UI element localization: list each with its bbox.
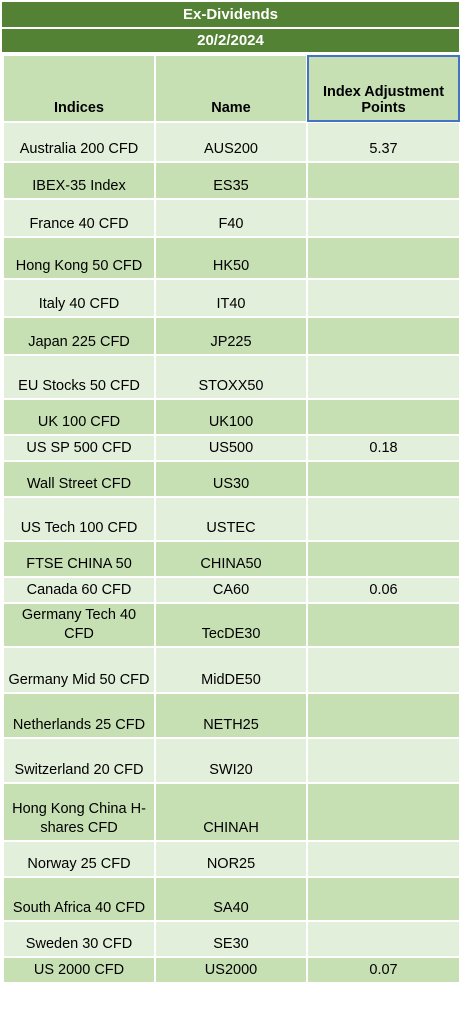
table-row: France 40 CFD F40 <box>2 198 461 238</box>
table-row: South Africa 40 CFD SA40 <box>2 876 461 922</box>
table-row: Italy 40 CFD IT40 <box>2 278 461 318</box>
points-cell[interactable] <box>306 398 461 436</box>
points-cell[interactable] <box>306 316 461 356</box>
header-row: Indices Name Index Adjustment Points <box>2 54 461 123</box>
table-row: Germany Tech 40 CFD TecDE30 <box>2 602 461 648</box>
points-cell[interactable]: 0.18 <box>306 434 461 462</box>
name-cell[interactable]: ES35 <box>154 161 308 200</box>
table-title: Ex-Dividends <box>2 2 459 29</box>
points-cell[interactable] <box>306 540 461 578</box>
name-cell[interactable]: TecDE30 <box>154 602 308 648</box>
index-cell[interactable]: France 40 CFD <box>2 198 156 238</box>
index-cell[interactable]: South Africa 40 CFD <box>2 876 156 922</box>
name-cell[interactable]: UK100 <box>154 398 308 436</box>
points-cell[interactable] <box>306 161 461 200</box>
points-cell[interactable] <box>306 198 461 238</box>
index-cell[interactable]: Netherlands 25 CFD <box>2 692 156 739</box>
table-row: UK 100 CFD UK100 <box>2 398 461 436</box>
table-row: Hong Kong China H-shares CFD CHINAH <box>2 782 461 842</box>
index-cell[interactable]: Japan 225 CFD <box>2 316 156 356</box>
name-cell[interactable]: US30 <box>154 460 308 498</box>
points-cell[interactable]: 0.07 <box>306 956 461 984</box>
ex-dividends-table-container: Ex-Dividends 20/2/2024 Indices Name Inde… <box>2 2 461 984</box>
index-cell[interactable]: Switzerland 20 CFD <box>2 737 156 784</box>
points-cell[interactable] <box>306 876 461 922</box>
table-row: Hong Kong 50 CFD HK50 <box>2 236 461 280</box>
points-cell[interactable] <box>306 646 461 694</box>
index-cell[interactable]: Italy 40 CFD <box>2 278 156 318</box>
points-cell[interactable] <box>306 840 461 878</box>
name-cell[interactable]: NETH25 <box>154 692 308 739</box>
table-row: Sweden 30 CFD SE30 <box>2 920 461 958</box>
name-cell[interactable]: IT40 <box>154 278 308 318</box>
points-cell[interactable] <box>306 354 461 400</box>
points-cell[interactable] <box>306 737 461 784</box>
name-cell[interactable]: CHINAH <box>154 782 308 842</box>
index-cell[interactable]: Norway 25 CFD <box>2 840 156 878</box>
index-cell[interactable]: Germany Mid 50 CFD <box>2 646 156 694</box>
table-row: Wall Street CFD US30 <box>2 460 461 498</box>
points-cell[interactable] <box>306 236 461 280</box>
column-header-indices[interactable]: Indices <box>2 54 156 123</box>
name-cell[interactable]: SE30 <box>154 920 308 958</box>
points-cell[interactable]: 5.37 <box>306 121 461 163</box>
index-cell[interactable]: US Tech 100 CFD <box>2 496 156 542</box>
table-row: US SP 500 CFD US500 0.18 <box>2 434 461 462</box>
name-cell[interactable]: F40 <box>154 198 308 238</box>
index-cell[interactable]: Germany Tech 40 CFD <box>2 602 156 648</box>
name-cell[interactable]: USTEC <box>154 496 308 542</box>
points-cell[interactable] <box>306 460 461 498</box>
name-cell[interactable]: HK50 <box>154 236 308 280</box>
index-cell[interactable]: Hong Kong China H-shares CFD <box>2 782 156 842</box>
name-cell[interactable]: CA60 <box>154 576 308 604</box>
table-row: US 2000 CFD US2000 0.07 <box>2 956 461 984</box>
index-cell[interactable]: FTSE CHINA 50 <box>2 540 156 578</box>
name-cell[interactable]: CHINA50 <box>154 540 308 578</box>
name-cell[interactable]: SWI20 <box>154 737 308 784</box>
ex-dividends-table: Indices Name Index Adjustment Points Aus… <box>2 54 461 984</box>
name-cell[interactable]: STOXX50 <box>154 354 308 400</box>
table-row: Netherlands 25 CFD NETH25 <box>2 692 461 739</box>
name-cell[interactable]: US2000 <box>154 956 308 984</box>
table-row: EU Stocks 50 CFD STOXX50 <box>2 354 461 400</box>
points-cell[interactable] <box>306 278 461 318</box>
points-cell[interactable] <box>306 782 461 842</box>
name-cell[interactable]: SA40 <box>154 876 308 922</box>
index-cell[interactable]: US SP 500 CFD <box>2 434 156 462</box>
column-header-name[interactable]: Name <box>154 54 308 123</box>
table-date: 20/2/2024 <box>2 29 459 54</box>
table-row: Germany Mid 50 CFD MidDE50 <box>2 646 461 694</box>
name-cell[interactable]: MidDE50 <box>154 646 308 694</box>
table-row: Japan 225 CFD JP225 <box>2 316 461 356</box>
name-cell[interactable]: AUS200 <box>154 121 308 163</box>
points-cell[interactable]: 0.06 <box>306 576 461 604</box>
name-cell[interactable]: US500 <box>154 434 308 462</box>
table-row: FTSE CHINA 50 CHINA50 <box>2 540 461 578</box>
index-cell[interactable]: UK 100 CFD <box>2 398 156 436</box>
table-row: Norway 25 CFD NOR25 <box>2 840 461 878</box>
index-cell[interactable]: Canada 60 CFD <box>2 576 156 604</box>
index-cell[interactable]: IBEX-35 Index <box>2 161 156 200</box>
index-cell[interactable]: Wall Street CFD <box>2 460 156 498</box>
name-cell[interactable]: JP225 <box>154 316 308 356</box>
points-cell[interactable] <box>306 692 461 739</box>
name-cell[interactable]: NOR25 <box>154 840 308 878</box>
index-cell[interactable]: EU Stocks 50 CFD <box>2 354 156 400</box>
index-cell[interactable]: Australia 200 CFD <box>2 121 156 163</box>
points-cell[interactable] <box>306 920 461 958</box>
table-row: Canada 60 CFD CA60 0.06 <box>2 576 461 604</box>
column-header-index-adjustment-points[interactable]: Index Adjustment Points <box>306 54 461 123</box>
table-row: IBEX-35 Index ES35 <box>2 161 461 200</box>
index-cell[interactable]: Hong Kong 50 CFD <box>2 236 156 280</box>
table-row: Switzerland 20 CFD SWI20 <box>2 737 461 784</box>
table-row: Australia 200 CFD AUS200 5.37 <box>2 121 461 163</box>
index-cell[interactable]: US 2000 CFD <box>2 956 156 984</box>
table-row: US Tech 100 CFD USTEC <box>2 496 461 542</box>
points-cell[interactable] <box>306 496 461 542</box>
index-cell[interactable]: Sweden 30 CFD <box>2 920 156 958</box>
points-cell[interactable] <box>306 602 461 648</box>
